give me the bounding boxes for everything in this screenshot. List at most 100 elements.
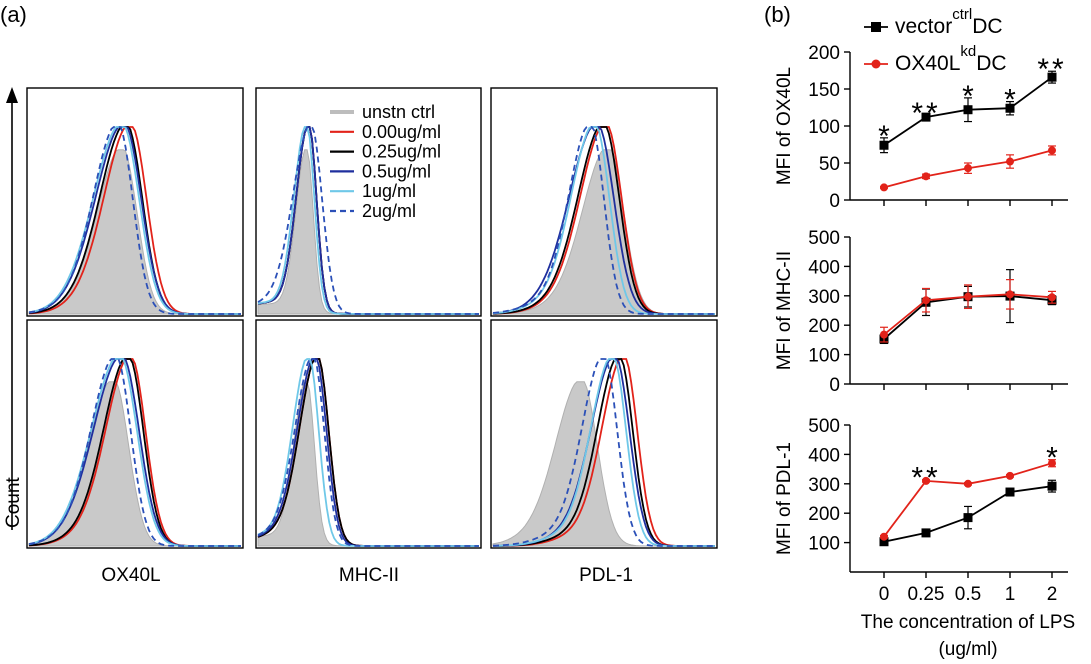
data-point-circle (922, 172, 930, 181)
data-point-square (1047, 72, 1057, 82)
svg-text:OX40LkdDC: OX40LkdDC (895, 43, 1007, 75)
data-point-square (963, 513, 973, 523)
data-point-circle (1048, 293, 1056, 302)
svg-text:vectorctrlDC: vectorctrlDC (895, 6, 1003, 38)
marker-label-ox40l: OX40L (101, 565, 160, 586)
histogram-panel-ox40l-row2 (26, 319, 244, 549)
x-axis-unit: (ug/ml) (938, 639, 997, 660)
histogram-curve-1ug-ml (28, 358, 241, 547)
legend-a-label: 1ug/ml (362, 181, 416, 201)
series-vector-ctrl (879, 479, 1057, 547)
x-tick-label: 0.25 (908, 584, 945, 605)
series-ox40l-kd (880, 459, 1056, 541)
legend-item-ox40l-kd: OX40LkdDC (864, 43, 1007, 75)
histogram-curve-2ug-ml (28, 126, 241, 315)
data-point-circle (880, 532, 888, 541)
data-point-circle (1048, 146, 1056, 155)
significance-annotation: * (878, 120, 890, 153)
histogram-curve-2ug-ml (257, 126, 479, 315)
marker-label-mhc-ii: MHC-II (339, 565, 399, 586)
histogram-panel-pdl-1-row1 (490, 87, 718, 317)
data-point-circle (880, 183, 888, 192)
data-point-circle (964, 164, 972, 173)
data-point-circle (1006, 290, 1014, 299)
y-tick-label: 200 (808, 43, 840, 64)
histogram-curve-2ug-ml (257, 358, 479, 547)
x-axis-title: The concentration of LPS (861, 612, 1075, 633)
data-point-circle (1048, 459, 1056, 468)
y-axis-label: MFI of PDL-1 (774, 442, 795, 555)
arrow-head-icon (6, 87, 18, 103)
legend-a-item: unstn ctrl (330, 102, 435, 122)
data-point-square (921, 528, 931, 538)
y-tick-label: 50 (819, 154, 840, 175)
histogram-curve-1ug-ml (28, 126, 241, 315)
data-point-circle (922, 476, 930, 485)
y-tick-label: 100 (808, 534, 840, 555)
y-tick-label: 150 (808, 80, 840, 101)
y-tick-label: 400 (808, 257, 840, 278)
data-point-square (921, 112, 931, 122)
line-chart-2: 0 100 200 300 400 500 MFI of MHC-II (774, 228, 1068, 396)
legend-a-label: 0.25ug/ml (362, 142, 441, 162)
data-point-square (963, 105, 973, 115)
y-tick-label: 400 (808, 445, 840, 466)
marker-label-pdl-1: PDL-1 (579, 565, 633, 586)
y-tick-label: 200 (808, 504, 840, 525)
y-tick-label: 300 (808, 475, 840, 496)
significance-annotation: ** (1037, 53, 1066, 86)
legend-a-item: 0.5ug/ml (330, 161, 431, 181)
x-tick-label: 0 (879, 584, 890, 605)
data-point-square (1005, 487, 1015, 497)
histogram-panel-mhc-ii-row1 (255, 87, 482, 317)
series-vector-ctrl (879, 70, 1057, 154)
y-tick-label: 100 (808, 117, 840, 138)
y-tick-label: 100 (808, 346, 840, 367)
y-tick-label: 0 (829, 191, 840, 212)
histogram-curve-2ug-ml (492, 358, 715, 547)
count-label: Count (3, 477, 24, 528)
y-axis-label: MFI of MHC-II (774, 251, 795, 370)
histogram-panel-pdl-1-row2 (490, 319, 718, 549)
legend-a-label: 0.00ug/ml (362, 122, 441, 142)
significance-annotation: * (1046, 442, 1058, 475)
data-point-circle (1006, 471, 1014, 480)
legend-item-vector-ctrl: vectorctrlDC (864, 6, 1003, 38)
legend-b-1-sup: kd (960, 43, 976, 60)
histogram-grid (26, 87, 718, 549)
y-tick-label: 500 (808, 416, 840, 437)
y-tick-label: 200 (808, 316, 840, 337)
x-tick-label: 0.5 (955, 584, 981, 605)
legend-a-label: unstn ctrl (362, 102, 435, 122)
data-point-circle (964, 292, 972, 301)
data-point-circle (922, 296, 930, 305)
significance-annotation: * (962, 80, 974, 113)
data-point-circle (880, 330, 888, 339)
legend-a-item: 0.00ug/ml (330, 122, 441, 142)
histogram-panel-mhc-ii-row2 (255, 319, 482, 549)
legend-b-0-sup: ctrl (952, 6, 972, 23)
y-axis-label: MFI of OX40L (774, 67, 795, 185)
data-point-circle (1006, 157, 1014, 166)
legend-b-0-base: vector (895, 15, 952, 38)
histogram-curve-2ug-ml (28, 358, 241, 547)
y-tick-label: 500 (808, 228, 840, 249)
data-point-square (879, 140, 889, 150)
legend-a-item: 0.25ug/ml (330, 142, 441, 162)
data-point-circle (964, 479, 972, 488)
data-point-square (1005, 103, 1015, 113)
legend-a-label: 0.5ug/ml (362, 161, 431, 181)
legend-a-label: 2ug/ml (362, 201, 416, 221)
data-point-square (1047, 481, 1057, 491)
panel-b-label: (b) (764, 2, 791, 27)
significance-annotation: * (1004, 84, 1016, 117)
panel-a-label: (a) (0, 2, 27, 27)
legend-b-0-tail: DC (972, 15, 1002, 38)
data-point-square (879, 537, 889, 547)
series-ox40l-kd (880, 145, 1056, 192)
series-ox40l-kd (880, 279, 1056, 343)
y-tick-label: 300 (808, 287, 840, 308)
